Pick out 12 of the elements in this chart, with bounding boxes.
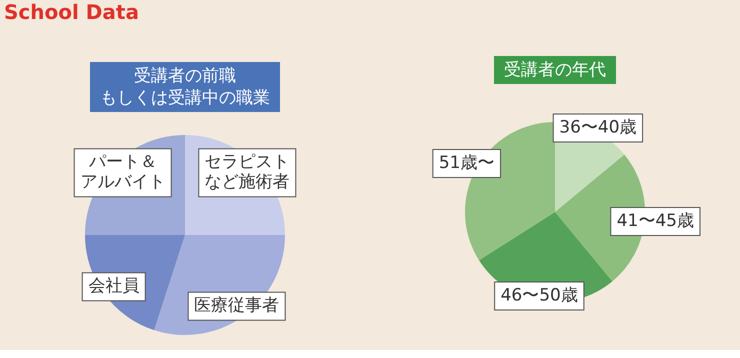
chart-title: 受講者の年代 — [504, 59, 606, 81]
chart-subtitle: もしくは受講中の職業 — [100, 87, 270, 109]
slice-label: 46〜50歳 — [500, 285, 578, 306]
slice-label: セラピストなど施術者 — [204, 152, 290, 192]
slice-label: 医療従事者 — [194, 296, 280, 316]
slice-label: 51歳〜 — [438, 152, 494, 173]
text: School Data — [4, 0, 139, 24]
chart-title: 受講者の前職 — [133, 65, 237, 87]
slice-label: 会社員 — [88, 276, 140, 296]
slice-label: 36〜40歳 — [559, 117, 637, 138]
slice-label: パート＆アルバイト — [80, 152, 166, 192]
slice-label: 41〜45歳 — [616, 210, 694, 231]
